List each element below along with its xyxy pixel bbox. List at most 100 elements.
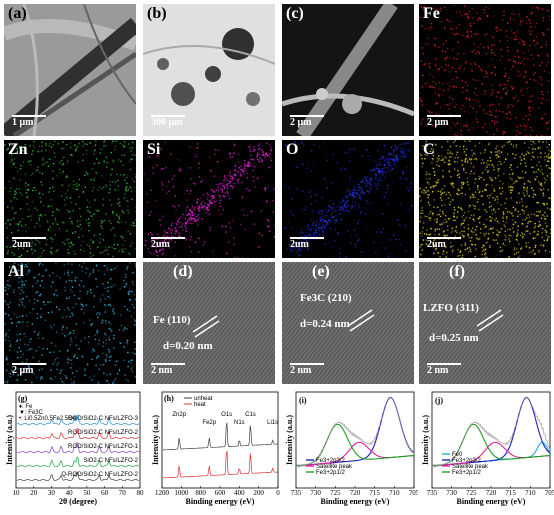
d-spacing-label-d: d=0.20 nm [163,340,213,352]
chart-j-legend-label: Fe0 [452,452,463,458]
scale-bar-d: 2 nm [151,363,185,376]
chart-g-series-line [16,471,140,482]
panel-label-f: (f) [449,263,465,280]
chart-g-tick-label: 20 [30,489,38,497]
eds-speckle [419,140,551,258]
chart-g-marker-legend: ▼: Fe3C [19,410,44,416]
eds-map-fe: Fe 2 μm [419,4,551,136]
chart-h-peak-label: C1s [245,412,256,418]
chart-h-series-line [163,422,278,451]
chart-g-tick-label: 30 [48,489,56,497]
chart-j-ylabel: Intensity (a.u.) [421,415,430,465]
panel-label-b: (b) [147,5,167,22]
scale-bar-c-map: 2um [427,237,461,250]
chart-j-tick-label: 720 [486,489,497,497]
d-spacing-label-e: d=0.24 nm [300,318,350,330]
chart-j-tick-label: 735 [427,489,438,497]
chart-g-tick-label: 80 [137,489,145,497]
chart-j-tick-label: 705 [545,489,554,497]
chart-g-series-label: RGO/SiO2-C NFs/LZFO-2 [68,430,139,436]
chart-g-series-label: RGO/SiO2-C NFs/LZFO-1 [68,444,139,450]
scale-bar-f: 2 nm [427,363,461,376]
panel-label-d: (d) [173,263,193,280]
chart-i-component-line [295,441,415,467]
chart-h-ylabel: Intensity (a.u.) [151,415,160,465]
chart-h-peak-label: Zn2p [172,412,186,418]
chart-i-raw-data [295,396,415,469]
chart-h-peak-label: Fe2p [202,420,216,426]
scale-bar-o: 2um [290,237,324,250]
chart-g-panel-label: (g) [18,394,28,403]
chart-i-tick-label: 725 [330,489,341,497]
chart-h-xlabel: Binding energy (eV) [186,497,255,506]
eds-map-o: O 2um [282,140,414,258]
hrtem-panel-d: (d) Fe (110) d=0.20 nm 2 nm [143,262,275,384]
chart-j-legend-label: Satellite peak [452,464,489,470]
chart-g-xlabel: 2θ (degree) [59,497,97,506]
chart-g-ylabel: Intensity (a.u.) [5,415,14,465]
chart-h-tick-label: 400 [234,489,245,497]
chart-i-tick-label: 715 [369,489,380,497]
hrtem-panel-f: (f) LZFO (311) d=0.25 nm 2 nm [419,262,551,384]
chart-i-tick-label: 705 [409,489,418,497]
eds-speckle [419,4,551,136]
chart-i-tick-label: 720 [350,489,361,497]
chart-i-legend-label: Satellite peak [316,464,353,470]
scale-bar-si: 2um [151,237,185,250]
tem-panel-b: (b) 300 μm [143,4,275,136]
chart-g-tick-label: 10 [13,489,21,497]
tem-panel-c: (c) 2 μm [282,4,414,136]
hrtem-panel-e: (e) Fe3C (210) d=0.24 nm 2 nm [282,262,414,384]
lattice-fringes [282,262,414,384]
chart-i-component-line [295,423,415,467]
scale-bar-zn: 2um [12,237,46,250]
chart-h-legend-label: unheat [194,396,213,402]
chart-j-tick-label: 715 [505,489,516,497]
chart-h-panel-label: (h) [164,394,174,403]
eds-map-al: Al 2 μm [4,262,136,384]
chart-h-tick-label: 800 [195,489,206,497]
chart-h-peak-label: Li1s [267,420,278,426]
panel-label-a: (a) [8,5,27,22]
chart-j-tick-label: 730 [446,489,457,497]
chart-j-raw-data [431,396,551,469]
element-label-si: Si [147,141,161,158]
chart-j-panel-label: (j) [435,396,443,405]
chart-h-tick-label: 200 [253,489,264,497]
chart-g-marker-legend: ♦: Fe [19,404,33,410]
chart-g-series-line [16,428,140,440]
chart-g-series-label: SiO2-C NFs/LZFO-2 [83,458,138,464]
chart-j-legend-label: Fe3+2p3/2 [452,458,482,464]
tem-image-b [143,4,275,136]
element-label-c: C [423,141,435,158]
scale-bar-e: 2 nm [290,363,324,376]
chart-j: 735 730 725 720 715 710 705 Binding energy (eV)… [418,388,554,512]
chart-g-plot-frame [15,391,141,489]
chart-j-tick-label: 710 [525,489,536,497]
chart-i-legend-label: Fe3+2p1/2 [316,470,346,476]
chart-h-tick-label: 1000 [174,489,189,497]
d-spacing-label-f: d=0.25 nm [429,332,479,344]
chart-j-component-line [431,423,551,467]
chart-g-tick-label: 60 [101,489,109,497]
scale-bar-a: 1 μm [12,115,46,128]
chart-h-peak-label: N1s [234,420,245,426]
chart-g-tick-label: 50 [83,489,91,497]
chart-i-legend-label: Fe3+2p3/2 [316,458,346,464]
chart-i-tick-label: 710 [389,489,400,497]
element-label-fe: Fe [423,5,440,22]
chart-i-xlabel: Binding energy (eV) [321,497,390,506]
chart-g-series-label: Q-RGO/SiO2-C NFs/LZFO-2 [61,472,138,478]
chart-i-panel-label: (i) [299,396,307,405]
eds-map-si: Si 2um [143,140,275,258]
panel-label-c: (c) [286,5,304,22]
tem-panel-a: (a) 1 μm [4,4,136,136]
chart-i: 735 730 725 720 715 710 705 Binding energy (eV)… [282,388,418,512]
chart-g: 10 20 30 40 50 60 70 80 2θ (degree) Intensity (a.… [0,388,146,512]
chart-j-xlabel: Binding energy (eV) [457,497,526,506]
chart-g-tick-label: 40 [66,489,74,497]
lattice-plane-label-f: LZFO (311) [423,302,479,314]
eds-speckle [4,262,136,384]
element-label-o: O [286,141,299,158]
eds-map-zn: Zn 2um [4,140,136,258]
